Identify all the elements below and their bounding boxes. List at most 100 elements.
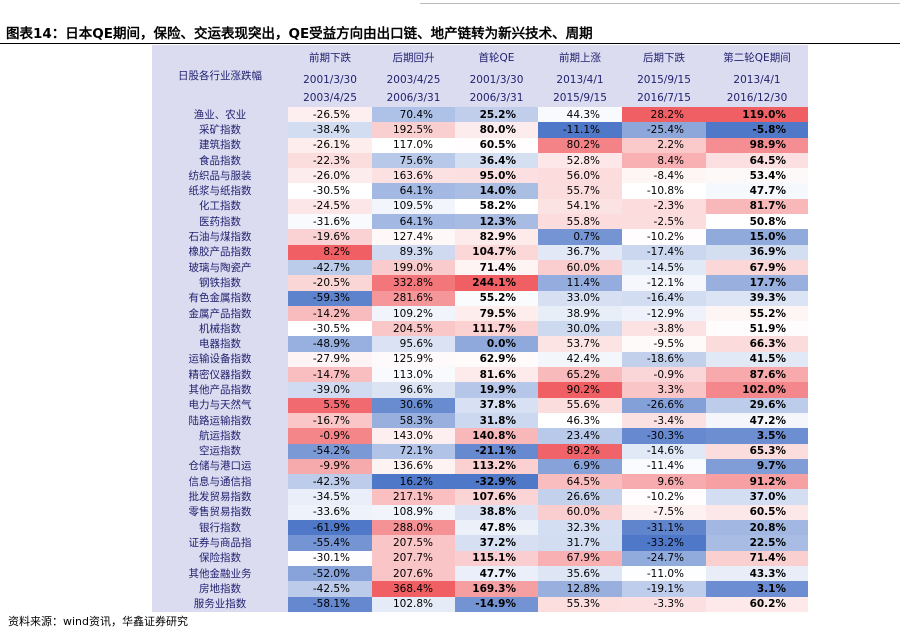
row-label: 批发贸易指数 xyxy=(152,489,288,505)
cell: 33.0% xyxy=(538,290,622,306)
cell: 22.5% xyxy=(706,535,808,551)
cell: 107.6% xyxy=(455,489,538,505)
cell: 207.7% xyxy=(372,550,455,566)
cell: 60.5% xyxy=(455,137,538,153)
cell: 47.7% xyxy=(706,183,808,199)
row-label: 有色金属指数 xyxy=(152,290,288,306)
cell: 163.6% xyxy=(372,168,455,184)
cell: 62.9% xyxy=(455,351,538,368)
cell: 23.4% xyxy=(538,428,622,444)
cell: 14.0% xyxy=(455,183,538,199)
cell: 9.6% xyxy=(622,474,706,490)
cell: -3.4% xyxy=(622,412,706,429)
row-label: 纸浆与纸指数 xyxy=(152,183,288,199)
cell: 80.0% xyxy=(455,122,538,138)
cell: 136.6% xyxy=(372,458,455,475)
cell: 3.1% xyxy=(706,581,808,597)
cell: -11.0% xyxy=(622,565,706,582)
cell: 72.1% xyxy=(372,443,455,459)
cell: -26.6% xyxy=(622,397,706,413)
cell: 113.0% xyxy=(372,367,455,383)
cell: 56.0% xyxy=(538,168,622,184)
table-row: 玻璃与陶瓷产 -42.7% 199.0% 71.4% 60.0% -14.5% 67.9% xyxy=(152,259,808,276)
cell: 192.5% xyxy=(372,122,455,138)
table-row: 电器指数 -48.9% 95.6% 0.0% 53.7% -9.5% 66.3% xyxy=(152,336,808,352)
row-label: 空运指数 xyxy=(152,443,288,459)
table-row: 银行指数 -61.9% 288.0% 47.8% 32.3% -31.1% 20.8% xyxy=(152,520,808,536)
end-date: 2006/3/31 xyxy=(372,89,455,107)
cell: 8.2% xyxy=(288,244,372,260)
cell: 11.4% xyxy=(538,275,622,291)
cell: -30.5% xyxy=(288,321,372,337)
table-row: 其他金融业务 -52.0% 207.6% 47.7% 35.6% -11.0% 43.3% xyxy=(152,565,808,582)
column-header: 首轮QE xyxy=(455,45,538,70)
cell: 35.6% xyxy=(538,565,622,582)
cell: 58.3% xyxy=(372,412,455,429)
cell: 71.4% xyxy=(455,259,538,276)
cell: 15.0% xyxy=(706,229,808,245)
table-row: 批发贸易指数 -34.5% 217.1% 107.6% 26.6% -10.2% 37.0% xyxy=(152,489,808,505)
cell: 44.3% xyxy=(538,107,622,123)
column-header: 前期下跌 xyxy=(288,45,372,70)
cell: 89.3% xyxy=(372,244,455,260)
table-row: 证券与商品指 -55.4% 207.5% 37.2% 31.7% -33.2% 22.5% xyxy=(152,535,808,551)
cell: -55.4% xyxy=(288,535,372,551)
cell: 32.3% xyxy=(538,520,622,536)
table-row: 纸浆与纸指数 -30.5% 64.1% 14.0% 55.7% -10.8% 47.7% xyxy=(152,183,808,199)
row-label: 其他金融业务 xyxy=(152,565,288,582)
cell: 0.0% xyxy=(455,336,538,352)
cell: 75.6% xyxy=(372,152,455,169)
column-header: 后期回升 xyxy=(372,45,455,70)
column-header: 前期上涨 xyxy=(538,45,622,70)
cell: 169.3% xyxy=(455,581,538,597)
cell: 30.6% xyxy=(372,397,455,413)
cell: -39.0% xyxy=(288,382,372,398)
cell: 26.6% xyxy=(538,489,622,505)
row-label: 陆路运输指数 xyxy=(152,412,288,429)
end-date: 2003/4/25 xyxy=(288,89,372,107)
cell: 102.0% xyxy=(706,382,808,398)
cell: -30.5% xyxy=(288,183,372,199)
table-row: 信息与通信指 -42.3% 16.2% -32.9% 64.5% 9.6% 91.2% xyxy=(152,474,808,490)
cell: 30.0% xyxy=(538,321,622,337)
cell: -14.9% xyxy=(455,596,538,612)
cell: -26.1% xyxy=(288,137,372,153)
cell: 207.5% xyxy=(372,535,455,551)
cell: 70.4% xyxy=(372,107,455,123)
cell: -12.9% xyxy=(622,305,706,322)
row-label: 机械指数 xyxy=(152,321,288,337)
cell: 64.1% xyxy=(372,214,455,230)
cell: 51.9% xyxy=(706,321,808,337)
table-row: 精密仪器指数 -14.7% 113.0% 81.6% 65.2% -0.9% 87.6% xyxy=(152,367,808,383)
row-label: 食品指数 xyxy=(152,152,288,169)
cell: 29.6% xyxy=(706,397,808,413)
cell: 281.6% xyxy=(372,290,455,306)
cell: -3.3% xyxy=(622,596,706,612)
title-rule xyxy=(0,43,900,44)
start-date: 2013/4/1 xyxy=(538,70,622,89)
cell: 64.1% xyxy=(372,183,455,199)
row-label: 电器指数 xyxy=(152,336,288,352)
table-row: 仓储与港口运 -9.9% 136.6% 113.2% 6.9% -11.4% 9.7% xyxy=(152,458,808,475)
table-row: 橡胶产品指数 8.2% 89.3% 104.7% 36.7% -17.4% 36.9% xyxy=(152,244,808,260)
cell: 12.3% xyxy=(455,214,538,230)
row-label: 医药指数 xyxy=(152,214,288,230)
cell: 5.5% xyxy=(288,397,372,413)
end-date: 2016/7/15 xyxy=(622,89,706,107)
cell: -33.6% xyxy=(288,504,372,521)
cell: -25.4% xyxy=(622,122,706,138)
table-row: 房地指数 -42.5% 368.4% 169.3% 12.8% -19.1% 3.1% xyxy=(152,581,808,597)
cell: 47.7% xyxy=(455,565,538,582)
cell: 119.0% xyxy=(706,107,808,123)
cell: 127.4% xyxy=(372,229,455,245)
title: 图表14：日本QE期间，保险、交运表现突出，QE受益方向由出口链、地产链转为新兴… xyxy=(6,26,593,42)
row-label: 渔业、农业 xyxy=(152,107,288,123)
cell: 60.0% xyxy=(538,504,622,521)
row-label: 橡胶产品指数 xyxy=(152,244,288,260)
column-header: 第二轮QE期间 xyxy=(706,45,808,70)
end-date: 2006/3/31 xyxy=(455,89,538,107)
cell: 143.0% xyxy=(372,428,455,444)
cell: 53.7% xyxy=(538,336,622,352)
cell: -24.7% xyxy=(622,550,706,566)
start-date: 2003/4/25 xyxy=(372,70,455,89)
